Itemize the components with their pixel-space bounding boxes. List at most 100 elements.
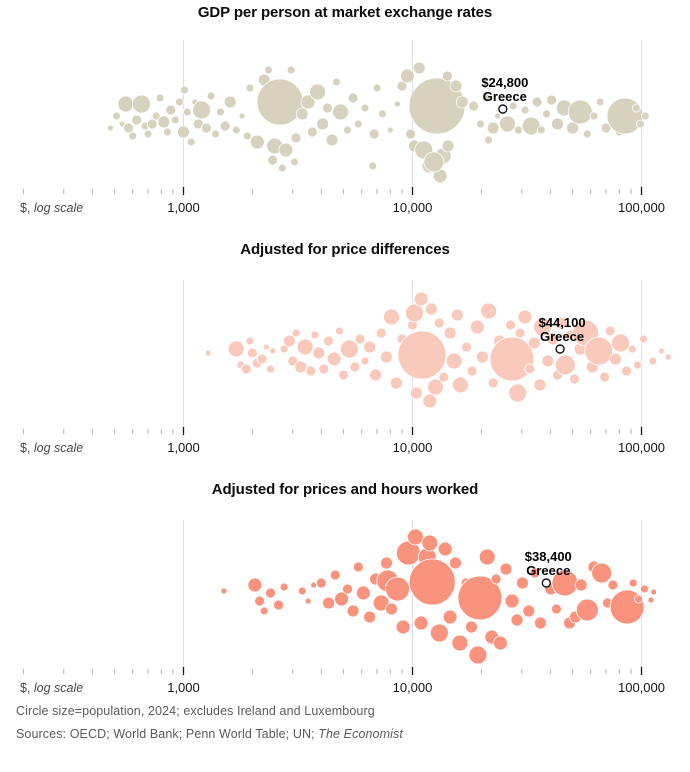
country-bubble <box>211 129 220 139</box>
sources-line: Sources: OECD; World Bank; Penn World Ta… <box>16 727 403 741</box>
country-bubble <box>256 353 268 365</box>
country-bubble <box>633 360 642 370</box>
country-bubble <box>375 327 387 339</box>
country-bubble <box>429 623 449 643</box>
country-bubble <box>433 317 445 329</box>
country-bubble <box>478 548 496 566</box>
country-bubble <box>529 567 541 579</box>
country-bubble <box>269 347 277 355</box>
country-bubble <box>513 125 523 135</box>
country-bubble <box>316 117 330 131</box>
tick-label: 1,000 <box>167 440 200 455</box>
country-bubble <box>369 368 382 382</box>
country-bubble <box>305 365 317 377</box>
country-bubble <box>201 122 212 134</box>
country-bubble <box>304 597 312 605</box>
country-bubble <box>476 350 489 364</box>
country-bubble <box>322 596 335 610</box>
country-bubble <box>265 587 276 599</box>
country-bubble <box>216 107 225 117</box>
country-bubble <box>520 105 530 115</box>
country-bubble <box>131 114 143 126</box>
country-bubble <box>297 586 307 596</box>
country-bubble <box>242 131 252 141</box>
annotation-value: $24,800 <box>481 75 528 90</box>
country-bubble <box>277 163 287 173</box>
country-bubble <box>315 577 327 589</box>
country-bubble <box>347 92 359 104</box>
country-bubble <box>385 602 398 616</box>
country-bubble <box>112 111 121 121</box>
tick-label: 1,000 <box>167 680 200 695</box>
country-bubble <box>219 120 231 132</box>
country-bubble <box>554 316 568 330</box>
country-bubble <box>604 325 616 337</box>
country-bubble <box>290 157 299 167</box>
country-bubble <box>397 330 447 380</box>
country-bubble <box>449 556 462 570</box>
country-bubble <box>294 360 308 374</box>
country-bubble <box>486 121 500 135</box>
country-bubble <box>306 126 318 138</box>
country-bubble <box>452 376 469 394</box>
annotation-country: Greece <box>526 563 570 578</box>
country-bubble <box>541 354 555 368</box>
country-bubble <box>247 347 258 359</box>
country-bubble <box>657 347 665 355</box>
country-bubble <box>338 369 349 381</box>
annotation-value: $44,100 <box>539 315 586 330</box>
country-bubble <box>536 125 546 135</box>
country-bubble <box>394 100 401 108</box>
country-bubble <box>310 581 318 589</box>
country-bubble <box>531 96 543 108</box>
country-bubble <box>380 350 393 364</box>
annotation-value: $38,400 <box>525 549 572 564</box>
country-bubble <box>449 79 463 93</box>
country-bubble <box>589 111 599 121</box>
country-bubble <box>183 107 192 117</box>
country-bubble <box>363 610 377 624</box>
country-bubble <box>378 109 387 119</box>
country-bubble <box>240 363 252 375</box>
country-bubble <box>355 585 371 601</box>
country-bubble <box>385 576 410 602</box>
axis-scale-label: $, log scale <box>20 201 83 215</box>
country-bubble <box>640 584 649 594</box>
country-bubble <box>309 83 326 101</box>
country-bubble <box>343 125 352 135</box>
country-bubble <box>407 528 424 546</box>
country-bubble <box>421 534 439 552</box>
country-bubble <box>425 302 438 316</box>
country-bubble <box>132 94 151 114</box>
country-bubble <box>607 579 619 591</box>
country-bubble <box>266 364 275 374</box>
sources-publisher: The Economist <box>318 727 403 741</box>
country-bubble <box>360 356 370 366</box>
country-bubble <box>412 61 426 75</box>
country-bubble <box>389 376 403 390</box>
greece-marker-ring <box>498 104 508 114</box>
country-bubble <box>332 103 349 121</box>
country-bubble <box>279 582 289 592</box>
country-bubble <box>245 83 255 93</box>
annotation-country: Greece <box>483 89 527 104</box>
country-bubble <box>360 103 370 113</box>
country-bubble <box>296 338 314 356</box>
country-bubble <box>318 363 330 375</box>
country-bubble <box>256 78 304 126</box>
country-bubble <box>591 562 613 584</box>
country-bubble <box>368 161 378 171</box>
country-bubble <box>508 383 528 403</box>
country-bubble <box>636 119 645 129</box>
country-bubble <box>177 125 190 139</box>
country-bubble <box>542 109 551 119</box>
country-bubble <box>143 129 153 139</box>
country-bubble <box>180 85 189 95</box>
country-bubble <box>510 613 524 627</box>
country-bubble <box>342 583 353 595</box>
country-bubble <box>487 377 499 389</box>
country-bubble <box>335 326 344 336</box>
country-bubble <box>621 365 632 377</box>
country-bubble <box>175 97 184 107</box>
country-bubble <box>567 99 593 125</box>
